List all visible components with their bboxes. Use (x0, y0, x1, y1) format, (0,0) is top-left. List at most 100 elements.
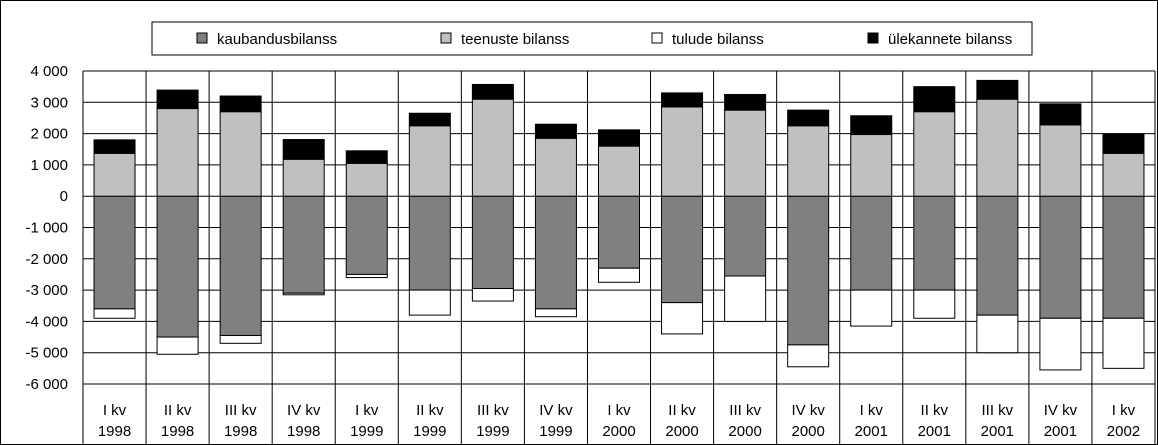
bar-segment (156, 336, 199, 355)
bar-segment (850, 115, 893, 136)
bar-segment (1039, 124, 1082, 197)
x-tick-label: 1999 (413, 423, 446, 440)
bar-segment (408, 195, 451, 291)
x-tick-label: 2000 (791, 423, 824, 440)
bar-segment (345, 150, 388, 164)
x-tick-label: 2000 (602, 423, 635, 440)
bar-segment (282, 158, 325, 197)
x-tick-label: 2002 (1107, 423, 1140, 440)
bar-segment (976, 79, 1019, 100)
bar-segment (976, 98, 1019, 197)
bar-segment (913, 111, 956, 197)
bar-segment (787, 344, 830, 368)
bar-segment (598, 267, 640, 283)
x-tick-label: 2001 (918, 423, 951, 440)
bar-segment (724, 195, 767, 277)
bar-segment (156, 89, 199, 110)
legend-swatch (867, 32, 879, 44)
legend-label: ülekannete bilanss (888, 31, 1012, 48)
x-tick-label: 1998 (287, 423, 320, 440)
bar-segment (471, 98, 514, 197)
bar-segment (724, 275, 767, 322)
bar-segment (661, 302, 704, 335)
bar-segment (661, 92, 704, 108)
x-axis: I kv 1998 II kv 1998 III kv 1998 IV kv 1998 I kv… (98, 402, 1140, 440)
x-tick-label: II kv (668, 402, 696, 419)
y-tick-label: 3 000 (30, 94, 68, 111)
bar-segment (976, 314, 1019, 354)
bar-segment (534, 308, 577, 318)
bar-segment (787, 109, 830, 127)
x-tick-label: II kv (921, 402, 949, 419)
y-tick-label: -1 000 (25, 220, 68, 237)
x-tick-label: III kv (477, 402, 509, 419)
bar-segment (1039, 195, 1082, 319)
x-tick-label: II kv (416, 402, 444, 419)
legend-label: tulude bilanss (672, 31, 764, 48)
x-tick-label: 2001 (981, 423, 1014, 440)
x-tick-label: 2001 (855, 423, 888, 440)
plot-area (82, 70, 1156, 445)
bar-segment (661, 106, 704, 197)
bar-segment (471, 288, 514, 302)
bar-segment (408, 112, 451, 127)
bar-segment (724, 93, 767, 111)
x-tick-label: IV kv (539, 402, 573, 419)
bar-segment (408, 289, 451, 316)
x-tick-label: 2001 (1044, 423, 1077, 440)
bar-segment (471, 195, 514, 290)
bar-segment (534, 195, 577, 310)
bar-segment (156, 108, 199, 197)
y-tick-label: -5 000 (25, 345, 68, 362)
bar-segment (345, 195, 388, 275)
x-tick-label: IV kv (792, 402, 826, 419)
bar-segment (93, 139, 136, 154)
y-axis: 4 000 3 000 2 000 1 000 0 -1 000 -2 000 -3 000 -… (25, 63, 68, 393)
x-tick-label: 1999 (476, 423, 509, 440)
bar-segment (408, 125, 451, 197)
x-tick-label: 2000 (728, 423, 761, 440)
bar-segment (1102, 317, 1145, 369)
legend-swatch (651, 32, 663, 44)
bar-segment (724, 109, 767, 197)
bar-segment (1102, 195, 1145, 319)
bar-segment (850, 289, 893, 327)
legend-label: kaubandusbilanss (217, 31, 337, 48)
x-tick-label: III kv (982, 402, 1014, 419)
bar-segment (1039, 317, 1082, 371)
bar-segment (219, 111, 262, 197)
x-tick-label: I kv (355, 402, 379, 419)
bar-segment (913, 86, 956, 113)
legend-label: teenuste bilanss (461, 31, 569, 48)
bar-segment (850, 195, 893, 291)
bar-segment (471, 83, 514, 100)
legend-box (151, 21, 1033, 56)
bar-segment (787, 125, 830, 197)
x-tick-label: I kv (103, 402, 127, 419)
bar-segment (913, 289, 956, 319)
bar-segment (661, 195, 704, 304)
legend-swatch (440, 32, 452, 44)
x-tick-label: III kv (225, 402, 257, 419)
bar-segment (534, 137, 577, 197)
bar-segment (156, 195, 199, 338)
legend: kaubandusbilanss teenuste bilanss tulude b… (151, 21, 1033, 56)
bar-segment (913, 195, 956, 291)
bar-segment (1102, 152, 1145, 197)
bar-segment (219, 334, 262, 344)
bar-segment (598, 129, 640, 147)
bar-segment (598, 195, 640, 269)
x-tick-label: I kv (607, 402, 631, 419)
x-tick-label: 1998 (161, 423, 194, 440)
bar-segment (93, 152, 136, 197)
x-tick-label: IV kv (287, 402, 321, 419)
bar-segment (345, 162, 388, 197)
x-tick-label: I kv (1112, 402, 1136, 419)
x-tick-label: II kv (164, 402, 192, 419)
bar-segment (787, 195, 830, 346)
x-tick-label: 2000 (665, 423, 698, 440)
bar-segment (598, 145, 640, 197)
bar-segment (282, 139, 325, 160)
y-tick-label: 2 000 (30, 126, 68, 143)
